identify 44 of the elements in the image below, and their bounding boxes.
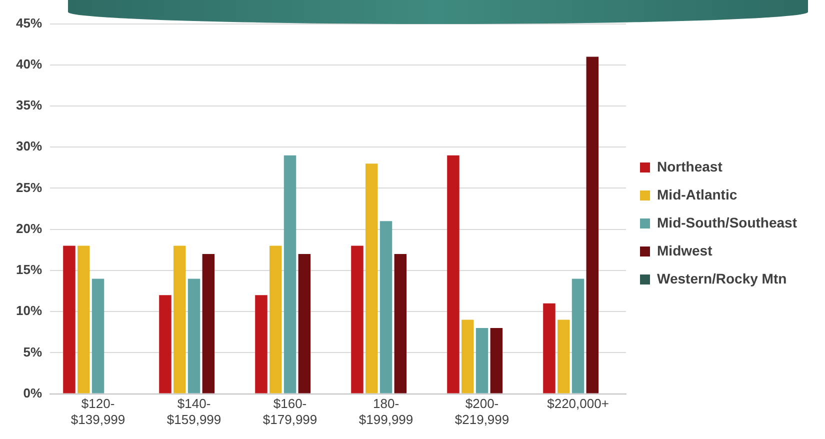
bar [269,246,282,394]
x-tick-label: $120-$139,999 [70,396,126,427]
y-tick-label: 40% [16,56,42,72]
bar [63,246,76,394]
legend-label: Mid-South/Southeast [657,214,798,230]
bar [543,303,556,394]
bar [365,164,378,394]
x-tick-label: 180-$199,999 [358,396,414,427]
x-tick-label: $200-$219,999 [454,396,510,427]
x-tick-label: $160-$179,999 [262,396,318,427]
x-tick-label: $140-$159,999 [166,396,222,427]
bar [202,254,215,394]
bar [461,320,474,394]
y-tick-label: 20% [16,220,42,236]
x-tick-label: $220,000+ [547,396,609,412]
bar [284,155,296,394]
legend-label: Midwest [657,242,713,258]
y-tick-label: 45% [16,15,42,30]
bar [586,56,599,394]
y-tick-label: 30% [16,138,42,154]
bar [490,328,503,394]
y-tick-label: 10% [16,303,42,318]
bar [159,295,172,394]
legend-label: Western/Rocky Mtn [657,270,787,286]
legend-label: Northeast [657,158,723,174]
legend-label: Mid-Atlantic [657,186,738,202]
bar [557,320,570,394]
y-tick-label: 15% [16,262,42,278]
bar [255,295,268,394]
bar [351,246,364,394]
y-tick-label: 35% [16,98,42,113]
bar [380,221,392,394]
bar [394,254,407,394]
y-tick-label: 5% [23,344,42,360]
y-tick-label: 0% [23,385,42,400]
bar [447,155,460,394]
bar [572,278,584,394]
y-tick-label: 25% [16,180,42,195]
bar [188,278,200,394]
bar [298,254,311,394]
bar [92,278,104,394]
bar [174,246,186,394]
bar [78,246,90,394]
bar [476,328,488,394]
